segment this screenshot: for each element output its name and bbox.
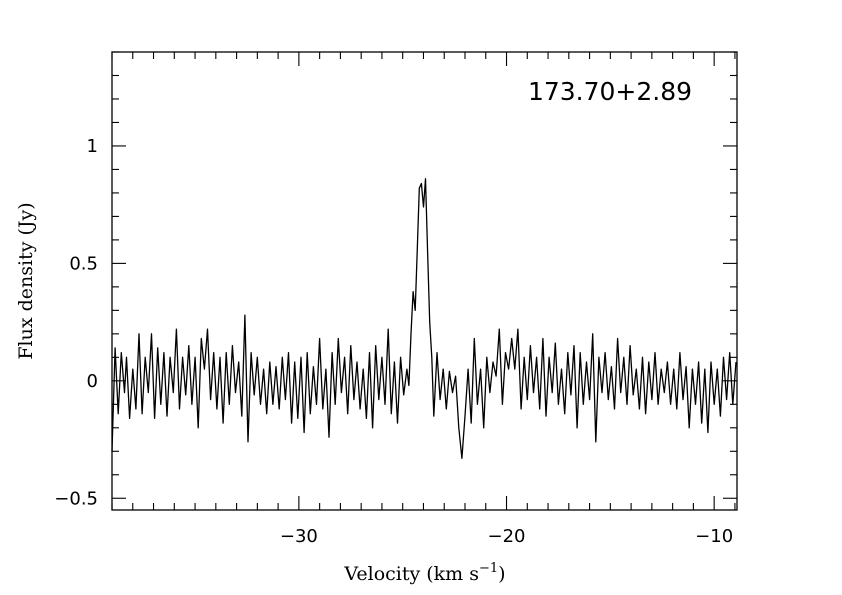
x-tick-label: −20 (488, 526, 526, 547)
plot-frame (111, 51, 738, 511)
y-tick-label: 1 (87, 136, 98, 157)
x-tick-label: −10 (695, 526, 733, 547)
x-tick-label: −30 (280, 526, 318, 547)
x-axis-label: Velocity (km s−1) (343, 561, 505, 585)
y-tick-labels: −0.5 0 0.5 1 (54, 136, 98, 509)
x-tick-labels: −30 −20 −10 (280, 526, 733, 547)
source-annotation: 173.70+2.89 (528, 77, 692, 106)
y-tick-label: −0.5 (54, 488, 98, 509)
x-axis-label-main: Velocity (km s (343, 563, 479, 585)
y-tick-label: 0.5 (69, 253, 98, 274)
series-line-flux (111, 178, 737, 459)
y-axis-label: Flux density (Jy) (15, 202, 37, 359)
x-axis-label-close: ) (498, 563, 505, 585)
x-axis-label-exponent: −1 (479, 561, 498, 576)
axis-ticks (111, 51, 737, 510)
y-tick-label: 0 (87, 371, 98, 392)
